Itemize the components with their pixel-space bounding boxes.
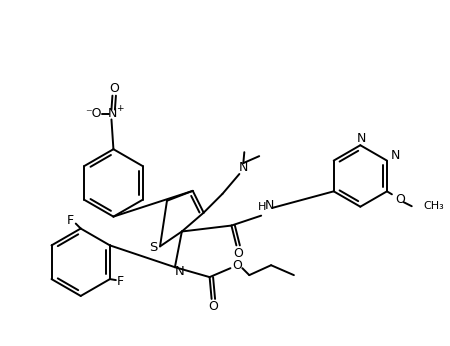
Text: N: N: [391, 149, 400, 162]
Text: CH₃: CH₃: [423, 201, 445, 211]
Text: N: N: [108, 107, 117, 120]
Text: ⁻O: ⁻O: [86, 107, 102, 120]
Text: N: N: [175, 265, 185, 277]
Text: H: H: [258, 202, 266, 212]
Text: O: O: [209, 300, 219, 313]
Text: O: O: [109, 82, 119, 95]
Text: N: N: [265, 199, 274, 212]
Text: O: O: [234, 247, 243, 260]
Text: O: O: [395, 193, 405, 206]
Text: O: O: [233, 259, 242, 272]
Text: +: +: [116, 104, 123, 113]
Text: N: N: [357, 132, 366, 145]
Text: N: N: [238, 161, 248, 174]
Text: F: F: [116, 275, 123, 288]
Text: S: S: [149, 241, 158, 254]
Text: F: F: [67, 214, 74, 227]
